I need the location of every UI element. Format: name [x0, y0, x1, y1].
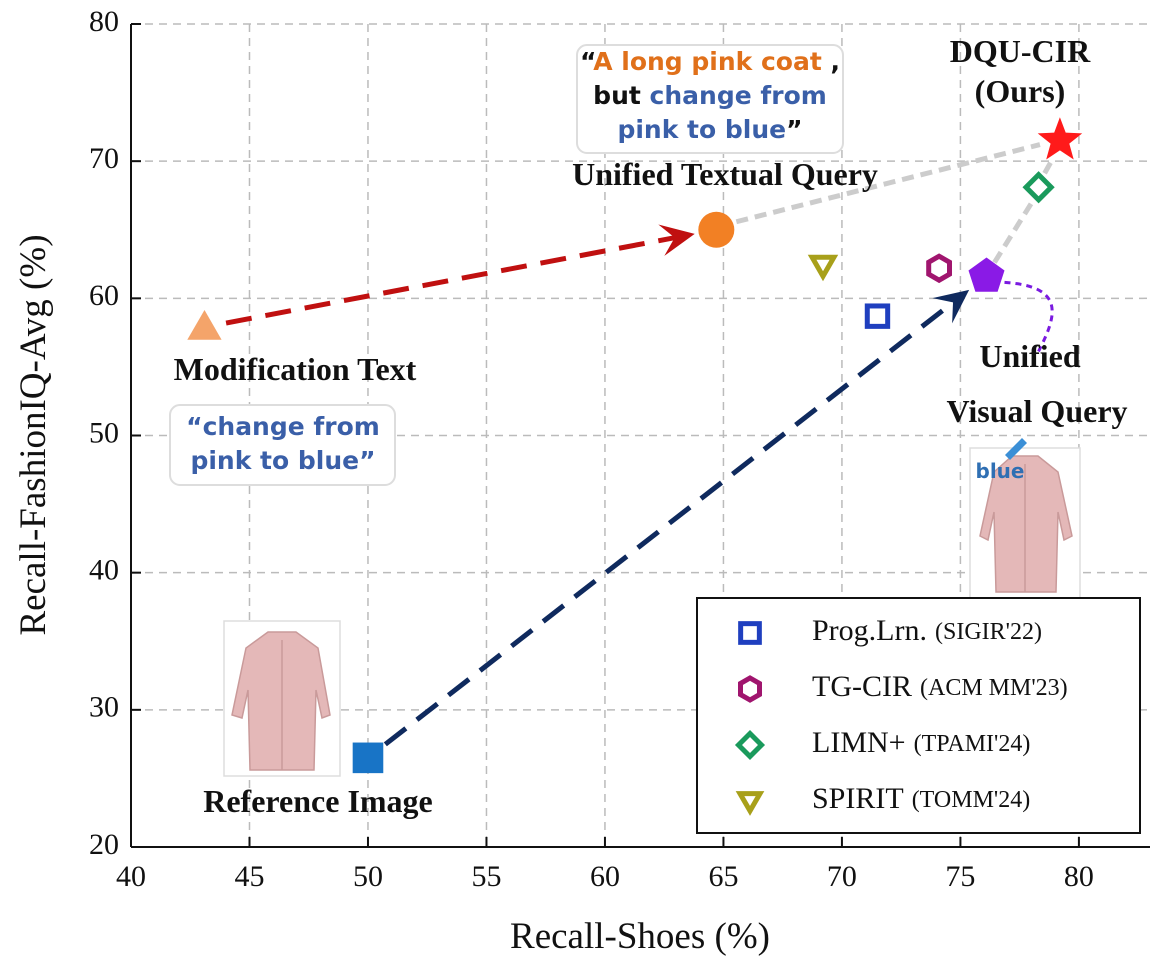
- legend-label: LIMN+ (TPAMI'24): [812, 726, 1030, 759]
- legend-label: SPIRIT (TOMM'24): [812, 782, 1030, 815]
- y-tick-label: 40: [89, 554, 119, 587]
- point: [698, 212, 734, 248]
- point: [187, 310, 221, 340]
- legend-label: TG-CIR (ACM MM'23): [812, 670, 1068, 703]
- point: [1026, 175, 1051, 200]
- point: [812, 257, 834, 276]
- point: [929, 256, 950, 280]
- point-label: Unified: [979, 338, 1081, 374]
- x-tick-label: 50: [353, 860, 383, 893]
- y-tick-label: 70: [89, 142, 119, 175]
- link-line: [1045, 157, 1054, 174]
- x-tick-label: 60: [590, 860, 620, 893]
- y-tick-label: 20: [89, 828, 119, 861]
- x-axis-label: Recall-Shoes (%): [510, 916, 770, 957]
- point-label: Unified Textual Query: [572, 156, 878, 192]
- quote-segment: ,: [822, 47, 840, 76]
- quote-text: “A long pink coat ,: [580, 47, 840, 76]
- quote-segment: pink to blue”: [190, 446, 375, 475]
- y-axis-label: Recall-FashionIQ-Avg (%): [13, 234, 54, 635]
- x-tick-label: 75: [945, 860, 975, 893]
- point-label: Visual Query: [946, 393, 1127, 429]
- legend-name: Prog.Lrn.: [812, 614, 927, 647]
- quote-segment: change from: [650, 81, 827, 110]
- x-tick-label: 65: [708, 860, 738, 893]
- point: [867, 306, 887, 326]
- quote-segment: ”: [786, 115, 802, 144]
- point: [1038, 117, 1083, 159]
- point: [353, 743, 384, 774]
- quote-text: but change from: [593, 81, 827, 110]
- y-tick-label: 30: [89, 691, 119, 724]
- point: [969, 258, 1005, 292]
- point-label: Reference Image: [203, 783, 433, 819]
- point-label: (Ours): [975, 73, 1066, 109]
- quote-segment: “change from: [186, 412, 380, 441]
- legend-name: TG-CIR: [812, 670, 912, 703]
- legend-name: SPIRIT: [812, 782, 904, 815]
- x-tick-label: 80: [1064, 860, 1094, 893]
- quote-text: “change from: [186, 412, 380, 441]
- legend-venue: (ACM MM'23): [920, 675, 1068, 701]
- y-tick-label: 60: [89, 279, 119, 312]
- link-line: [994, 201, 1032, 262]
- y-tick-label: 50: [89, 416, 119, 449]
- legend-label: Prog.Lrn. (SIGIR'22): [812, 614, 1042, 647]
- target-image: blue: [970, 438, 1080, 598]
- x-tick-label: 45: [234, 860, 264, 893]
- legend-name: LIMN+: [812, 726, 906, 759]
- arrow-line: [226, 236, 685, 323]
- x-tick-label: 55: [471, 860, 501, 893]
- image-text: blue: [976, 459, 1025, 483]
- point-label: DQU-CIR: [950, 33, 1091, 69]
- chart: blue Modification Text Unified Textual Qu…: [0, 0, 1155, 960]
- quote-segment: A long pink coat: [593, 47, 822, 76]
- reference-image: [224, 621, 340, 776]
- point-label: Modification Text: [174, 351, 417, 387]
- quote-segment: pink to blue: [617, 115, 786, 144]
- legend-venue: (TPAMI'24): [914, 731, 1031, 757]
- quote-text: pink to blue”: [617, 115, 802, 144]
- x-tick-label: 40: [116, 860, 146, 893]
- legend-venue: (SIGIR'22): [935, 619, 1042, 645]
- x-tick-label: 70: [827, 860, 857, 893]
- quote-text: pink to blue”: [190, 446, 375, 475]
- quote-segment: but: [593, 81, 649, 110]
- legend-venue: (TOMM'24): [912, 787, 1031, 813]
- y-tick-label: 80: [89, 5, 119, 38]
- arrow-head: [932, 290, 969, 324]
